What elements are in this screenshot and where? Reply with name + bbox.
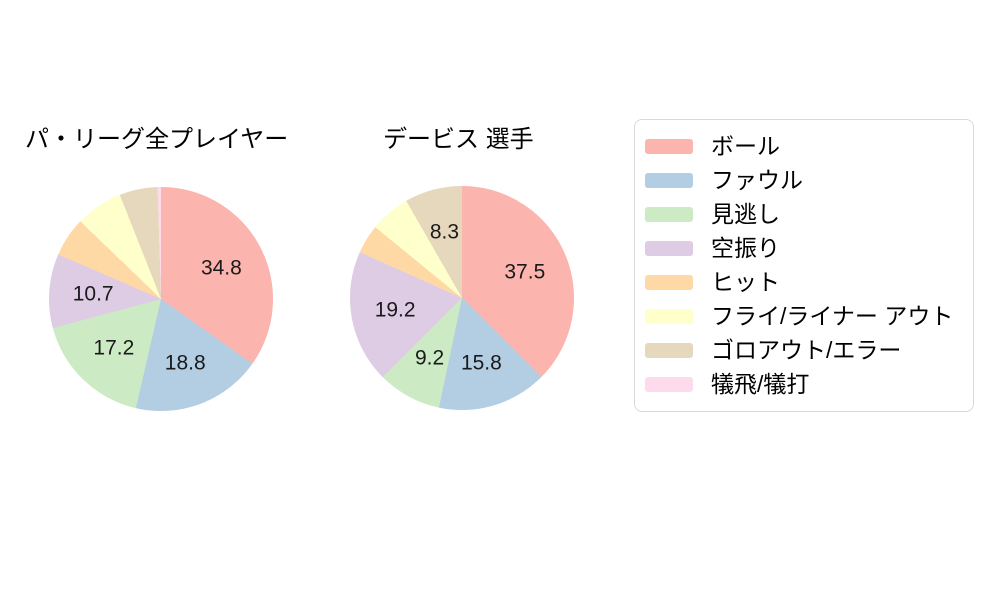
pie-data-label: 18.8 (164, 351, 206, 375)
legend: ボールファウル見逃し空振りヒットフライ/ライナー アウト ゴロアウト/エラー 犠飛/… (634, 119, 974, 412)
legend-swatch (645, 309, 693, 325)
legend-item: ヒット (645, 266, 963, 300)
legend-item: フライ/ライナー アウト (645, 300, 963, 334)
legend-swatch (645, 240, 693, 256)
pie-data-label: 19.2 (374, 298, 416, 322)
legend-swatch (645, 138, 693, 154)
legend-label: ヒット (711, 269, 780, 296)
legend-item: ゴロアウト/エラー (645, 334, 963, 368)
right-pie-title: デービス 選手 (383, 126, 534, 153)
legend-swatch (645, 377, 693, 393)
left-pie-chart (49, 187, 273, 411)
pie-data-label: 37.5 (504, 260, 546, 284)
legend-label: 犠飛/犠打 (711, 371, 810, 398)
legend-label: ボール (711, 132, 780, 159)
pie-data-label: 15.8 (460, 351, 502, 375)
right-pie-chart (350, 186, 574, 410)
legend-label: 空振り (711, 234, 780, 261)
legend-swatch (645, 275, 693, 291)
legend-swatch (645, 343, 693, 359)
pie-data-label: 10.7 (72, 282, 114, 306)
legend-label: ゴロアウト/エラー (711, 337, 902, 364)
pie-data-label: 17.2 (93, 336, 135, 360)
legend-item: 見逃し (645, 197, 963, 231)
legend-item: ファウル (645, 163, 963, 197)
left-pie-title: パ・リーグ全プレイヤー (25, 126, 289, 153)
pie-data-label: 8.3 (429, 220, 460, 244)
pie-data-label: 34.8 (200, 256, 242, 280)
legend-item: 犠飛/犠打 (645, 368, 963, 402)
legend-label: 見逃し (711, 200, 780, 227)
legend-item: ボール (645, 129, 963, 163)
legend-label: フライ/ライナー アウト (711, 303, 954, 330)
pie-data-label: 9.2 (415, 346, 445, 370)
legend-label: ファウル (711, 166, 803, 193)
legend-swatch (645, 206, 693, 222)
legend-item: 空振り (645, 231, 963, 265)
legend-swatch (645, 172, 693, 188)
